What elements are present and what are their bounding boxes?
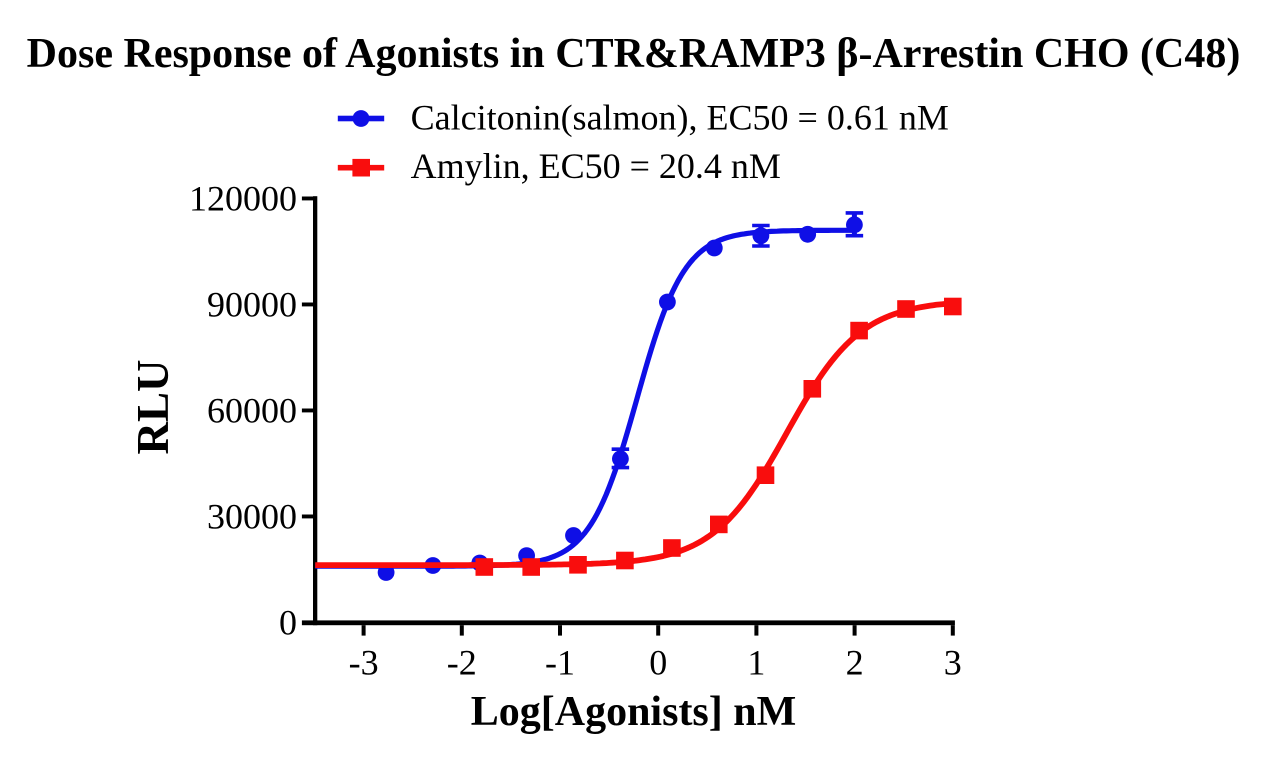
svg-text:30000: 30000 (207, 497, 297, 537)
svg-text:120000: 120000 (189, 179, 297, 219)
svg-text:0: 0 (649, 643, 667, 683)
svg-text:Dose Response of Agonists in C: Dose Response of Agonists in CTR&RAMP3 β… (27, 31, 1241, 77)
svg-text:1: 1 (747, 643, 765, 683)
svg-text:60000: 60000 (207, 391, 297, 431)
svg-text:-2: -2 (447, 643, 477, 683)
svg-text:Amylin, EC50 = 20.4 nM: Amylin, EC50 = 20.4 nM (411, 146, 781, 186)
svg-text:Calcitonin(salmon), EC50 = 0.6: Calcitonin(salmon), EC50 = 0.61 nM (411, 97, 949, 137)
svg-text:-1: -1 (545, 643, 575, 683)
svg-text:0: 0 (279, 603, 297, 643)
svg-text:3: 3 (944, 643, 962, 683)
svg-text:Log[Agonists] nM: Log[Agonists] nM (471, 689, 797, 735)
svg-text:90000: 90000 (207, 285, 297, 325)
svg-text:2: 2 (846, 643, 864, 683)
svg-text:-3: -3 (349, 643, 379, 683)
svg-text:RLU: RLU (128, 359, 178, 454)
